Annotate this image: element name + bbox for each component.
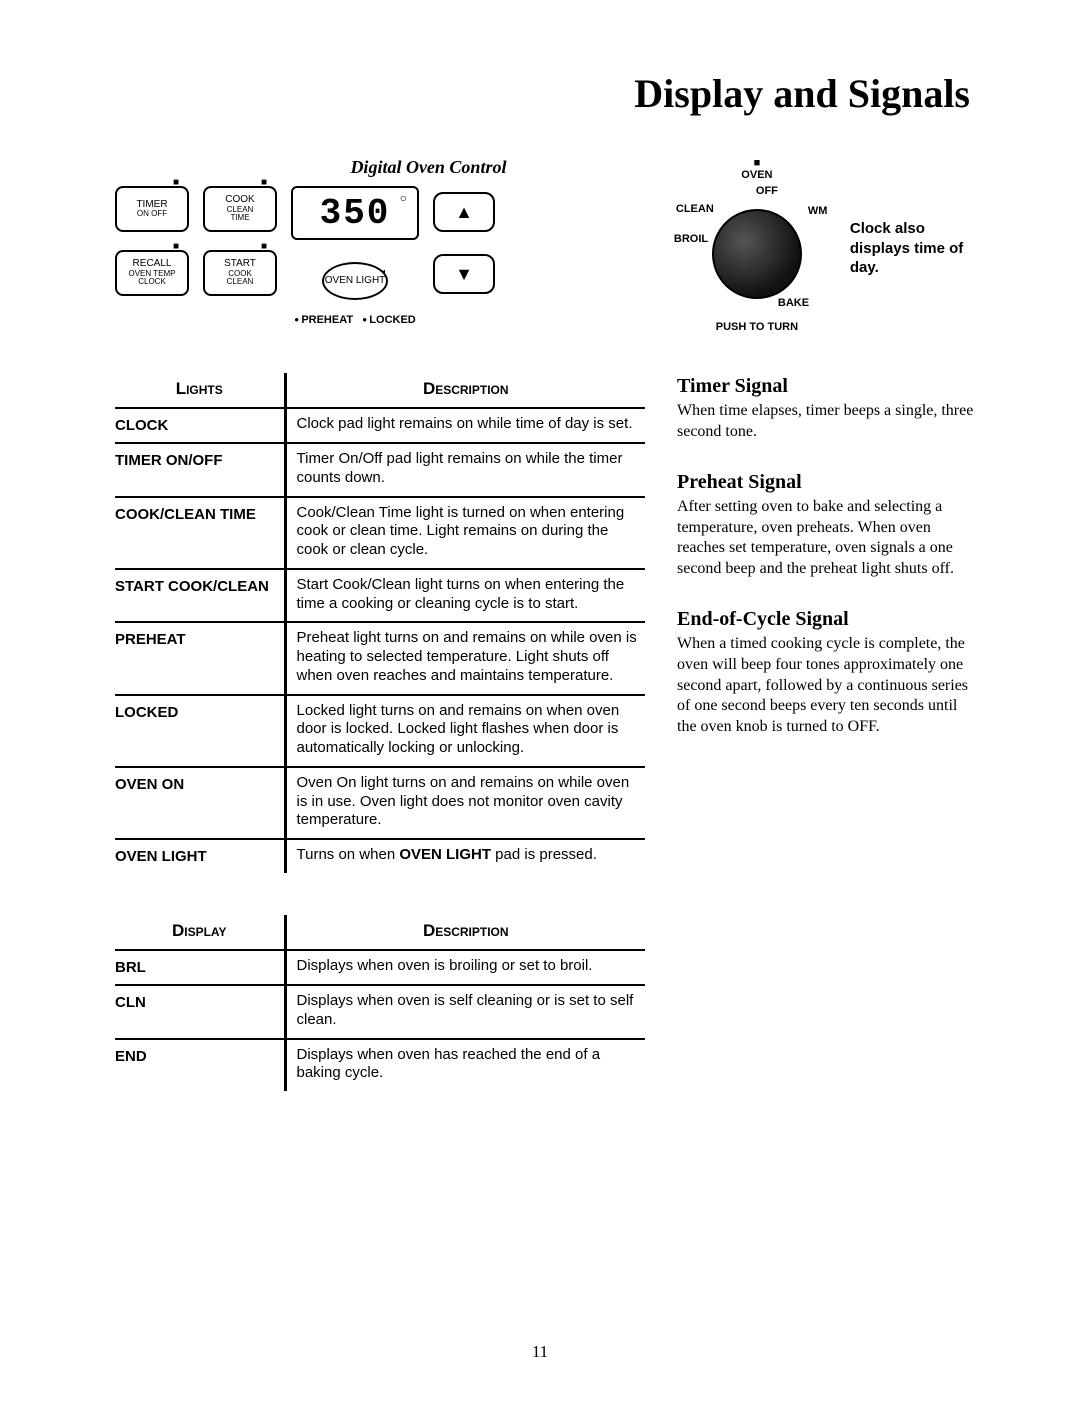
display-desc: Displays when oven is broiling or set to… bbox=[285, 950, 645, 985]
knob-push-label: PUSH TO TURN bbox=[716, 321, 798, 333]
lights-label: OVEN LIGHT bbox=[115, 839, 285, 873]
lights-col2-header: Description bbox=[285, 373, 645, 408]
display-col1-header: Display bbox=[115, 915, 285, 950]
page-number: 11 bbox=[0, 1342, 1080, 1362]
pad-recall: ■ RECALL OVEN TEMP CLOCK bbox=[115, 250, 189, 296]
pad-timer: ■ TIMER ON OFF bbox=[115, 186, 189, 232]
timer-signal: Timer Signal When time elapses, timer be… bbox=[677, 373, 977, 443]
lights-desc: Oven On light turns on and remains on wh… bbox=[285, 767, 645, 839]
knob-label-clean: CLEAN bbox=[676, 203, 714, 215]
display-label: END bbox=[115, 1039, 285, 1092]
end-of-cycle-signal: End-of-Cycle Signal When a timed cooking… bbox=[677, 606, 977, 738]
table-row: CLNDisplays when oven is self cleaning o… bbox=[115, 985, 645, 1039]
pad-recall-line3: CLOCK bbox=[138, 278, 166, 286]
knob-dial bbox=[712, 209, 802, 299]
display-label: CLN bbox=[115, 985, 285, 1039]
knob-oven-label: OVEN bbox=[741, 169, 772, 181]
pad-cct-line3: TIME bbox=[230, 214, 249, 222]
timer-signal-title: Timer Signal bbox=[677, 373, 977, 399]
end-signal-text: When a timed cooking cycle is complete, … bbox=[677, 634, 977, 738]
knob-label-broil: BROIL bbox=[674, 233, 708, 245]
lights-desc: Turns on when OVEN LIGHT pad is pressed. bbox=[285, 839, 645, 873]
table-row: COOK/CLEAN TIMECook/Clean Time light is … bbox=[115, 497, 645, 569]
display-value: 350 bbox=[320, 193, 391, 234]
lights-desc: Cook/Clean Time light is turned on when … bbox=[285, 497, 645, 569]
display-label: BRL bbox=[115, 950, 285, 985]
lights-desc-suffix: pad is pressed. bbox=[491, 846, 597, 863]
dot-icon: ■ bbox=[261, 242, 267, 253]
dot-icon: ■ bbox=[173, 242, 179, 253]
panel-caption: Digital Oven Control bbox=[175, 157, 682, 178]
pad-start-cook-clean: ■ START COOK CLEAN bbox=[203, 250, 277, 296]
table-row: BRLDisplays when oven is broiling or set… bbox=[115, 950, 645, 985]
lights-col1-header: Lights bbox=[115, 373, 285, 408]
table-row: CLOCKClock pad light remains on while ti… bbox=[115, 408, 645, 443]
indicator-locked: LOCKED bbox=[362, 314, 416, 326]
clock-note: Clock also displays time of day. bbox=[850, 219, 980, 278]
table-row: LOCKEDLocked light turns on and remains … bbox=[115, 695, 645, 767]
indicator-preheat: PREHEAT bbox=[294, 314, 353, 326]
degree-icon: ○ bbox=[400, 192, 409, 206]
end-signal-title: End-of-Cycle Signal bbox=[677, 606, 977, 632]
pad-start-line3: CLEAN bbox=[227, 278, 254, 286]
timer-signal-text: When time elapses, timer beeps a single,… bbox=[677, 401, 977, 443]
display-table: Display Description BRLDisplays when ove… bbox=[115, 915, 645, 1091]
lights-label: LOCKED bbox=[115, 695, 285, 767]
pad-oven-light-label: OVEN LIGHT bbox=[325, 276, 386, 286]
pad-cook-clean-time: ■ COOK CLEAN TIME bbox=[203, 186, 277, 232]
display-col2-header: Description bbox=[285, 915, 645, 950]
lights-label: OVEN ON bbox=[115, 767, 285, 839]
table-row: OVEN LIGHT Turns on when OVEN LIGHT pad … bbox=[115, 839, 645, 873]
lights-desc: Timer On/Off pad light remains on while … bbox=[285, 443, 645, 497]
lights-desc: Clock pad light remains on while time of… bbox=[285, 408, 645, 443]
lights-desc-bold: OVEN LIGHT bbox=[399, 846, 491, 863]
lights-label: CLOCK bbox=[115, 408, 285, 443]
arrow-down-button: ▼ bbox=[433, 254, 495, 294]
table-row: ENDDisplays when oven has reached the en… bbox=[115, 1039, 645, 1092]
knob-label-wm: WM bbox=[808, 205, 828, 217]
pad-timer-line2: ON OFF bbox=[137, 210, 167, 218]
lights-desc: Preheat light turns on and remains on wh… bbox=[285, 622, 645, 694]
dot-icon: ■ bbox=[173, 178, 179, 189]
knob-label-off: OFF bbox=[756, 185, 778, 197]
table-row: START COOK/CLEANStart Cook/Clean light t… bbox=[115, 569, 645, 623]
preheat-signal-title: Preheat Signal bbox=[677, 469, 977, 495]
table-row: OVEN ONOven On light turns on and remain… bbox=[115, 767, 645, 839]
display-desc: Displays when oven has reached the end o… bbox=[285, 1039, 645, 1092]
lights-label: PREHEAT bbox=[115, 622, 285, 694]
table-row: PREHEATPreheat light turns on and remain… bbox=[115, 622, 645, 694]
display-desc: Displays when oven is self cleaning or i… bbox=[285, 985, 645, 1039]
preheat-signal: Preheat Signal After setting oven to bak… bbox=[677, 469, 977, 580]
signals-column: Timer Signal When time elapses, timer be… bbox=[677, 373, 977, 764]
lights-desc: Locked light turns on and remains on whe… bbox=[285, 695, 645, 767]
lamp-icon: ◐ bbox=[382, 268, 388, 278]
lights-label: START COOK/CLEAN bbox=[115, 569, 285, 623]
knob-dot-icon: ■ bbox=[754, 157, 761, 169]
knob-label-bake: BAKE bbox=[778, 297, 809, 309]
lights-desc: Start Cook/Clean light turns on when ent… bbox=[285, 569, 645, 623]
lights-label: COOK/CLEAN TIME bbox=[115, 497, 285, 569]
control-panel-illustration: Digital Oven Control ■ TIMER ON OFF ■ RE… bbox=[115, 157, 980, 333]
table-row: TIMER ON/OFFTimer On/Off pad light remai… bbox=[115, 443, 645, 497]
dot-icon: ■ bbox=[261, 178, 267, 189]
preheat-signal-text: After setting oven to bake and selecting… bbox=[677, 497, 977, 580]
arrow-up-button: ▲ bbox=[433, 192, 495, 232]
page-title: Display and Signals bbox=[115, 70, 970, 117]
oven-knob: ■ OVEN OFF WM CLEAN BROIL BAKE PUSH TO T… bbox=[682, 157, 832, 333]
lights-label: TIMER ON/OFF bbox=[115, 443, 285, 497]
lights-desc-prefix: Turns on when bbox=[297, 846, 400, 863]
lights-table: Lights Description CLOCKClock pad light … bbox=[115, 373, 645, 873]
pad-oven-light: OVEN LIGHT ◐ bbox=[322, 262, 388, 300]
digital-display: 350 ○ bbox=[291, 186, 419, 240]
